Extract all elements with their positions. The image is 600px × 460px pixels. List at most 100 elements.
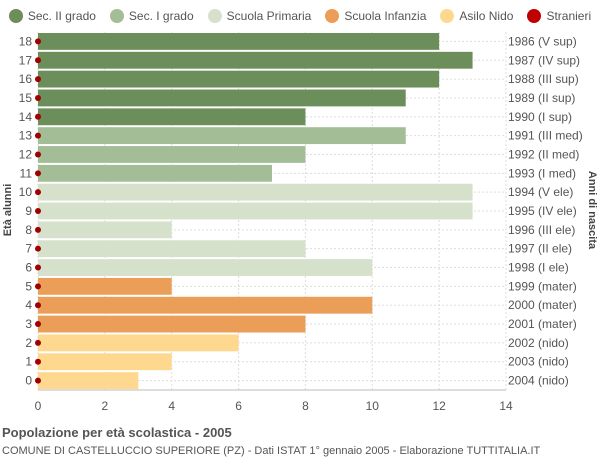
age-tick-label: 7 — [25, 242, 32, 256]
age-tick-label: 6 — [25, 261, 32, 275]
bar — [38, 296, 373, 314]
legend: Sec. II grado Sec. I grado Scuola Primaria… — [0, 6, 600, 26]
legend-label: Stranieri — [546, 9, 592, 23]
legend-swatch — [207, 9, 222, 23]
bar — [38, 315, 306, 333]
bar — [38, 164, 272, 182]
stranieri-marker — [35, 226, 41, 233]
year-tick-label: 1996 (III ele) — [508, 223, 575, 237]
legend-label: Scuola Primaria — [226, 9, 312, 23]
stranieri-marker — [35, 38, 41, 45]
year-tick-label: 2003 (nido) — [508, 355, 569, 369]
bar — [38, 334, 239, 352]
x-tick-label: 0 — [35, 399, 42, 413]
year-tick-label: 2002 (nido) — [508, 336, 569, 350]
year-tick-label: 2004 (nido) — [508, 374, 569, 388]
legend-swatch — [109, 9, 124, 23]
x-tick-label: 10 — [366, 399, 380, 413]
age-tick-label: 5 — [25, 279, 32, 293]
bar — [38, 127, 406, 145]
legend-item: Sec. II grado — [8, 6, 96, 26]
year-tick-label: 1995 (IV ele) — [508, 204, 577, 218]
age-tick-label: 14 — [19, 110, 33, 124]
year-tick-label: 1987 (IV sup) — [508, 53, 580, 67]
stranieri-marker — [35, 377, 41, 384]
bar-chart: 18 1986 (V sup)17 1987 (IV sup)16 1988 (III… — [19, 32, 583, 413]
legend-item: Sec. I grado — [109, 6, 194, 26]
age-tick-label: 10 — [19, 185, 33, 199]
bar — [38, 277, 172, 295]
bar — [38, 33, 440, 50]
bar — [38, 70, 440, 88]
year-tick-label: 1999 (mater) — [508, 279, 577, 293]
age-tick-label: 18 — [19, 34, 33, 48]
legend-item: Asilo Nido — [440, 6, 513, 26]
x-tick-label: 6 — [235, 399, 242, 413]
legend-swatch — [8, 9, 23, 23]
y-axis-label-right: Anni di nascita — [586, 170, 598, 250]
stranieri-marker — [35, 113, 41, 120]
legend-label: Sec. II grado — [27, 9, 96, 23]
stranieri-marker — [35, 264, 41, 271]
year-tick-label: 1986 (V sup) — [508, 34, 577, 48]
legend-swatch — [527, 9, 542, 23]
legend-label: Asilo Nido — [459, 9, 514, 23]
stranieri-marker — [35, 132, 41, 139]
age-tick-label: 9 — [25, 204, 32, 218]
year-tick-label: 2000 (mater) — [508, 298, 577, 312]
stranieri-marker — [35, 208, 41, 214]
bar — [38, 146, 306, 163]
age-tick-label: 3 — [25, 317, 32, 331]
legend-label: Sec. I grado — [128, 9, 194, 23]
age-tick-label: 8 — [25, 223, 32, 237]
age-tick-label: 16 — [19, 72, 33, 86]
year-tick-label: 1998 (I ele) — [508, 261, 569, 275]
stranieri-marker — [35, 151, 41, 158]
year-tick-label: 1990 (I sup) — [508, 110, 572, 124]
age-tick-label: 4 — [25, 298, 32, 312]
age-tick-label: 17 — [19, 53, 33, 67]
year-tick-label: 1997 (II ele) — [508, 242, 572, 256]
bar — [38, 51, 473, 69]
bar — [38, 221, 172, 239]
legend-swatch — [440, 9, 455, 23]
bar — [38, 372, 139, 389]
legend-label: Scuola Infanzia — [344, 9, 427, 23]
stranieri-marker — [35, 189, 41, 196]
chart-title: Popolazione per età scolastica - 2005 — [2, 425, 232, 440]
y-axis-label-left: Età alunni — [2, 183, 14, 237]
x-tick-label: 4 — [168, 399, 175, 413]
x-tick-label: 8 — [302, 399, 309, 413]
age-tick-label: 11 — [20, 166, 33, 180]
bar — [38, 202, 473, 220]
year-tick-label: 1994 (V ele) — [508, 185, 573, 199]
age-tick-label: 12 — [19, 147, 33, 161]
stranieri-marker — [35, 302, 41, 309]
bar — [38, 240, 306, 258]
year-tick-label: 1989 (II sup) — [508, 91, 575, 105]
stranieri-marker — [35, 94, 41, 101]
year-tick-label: 1991 (III med) — [508, 129, 583, 143]
age-tick-label: 2 — [25, 336, 32, 350]
legend-item: Scuola Infanzia — [325, 6, 426, 26]
legend-swatch — [325, 9, 340, 23]
x-tick-label: 12 — [432, 399, 446, 413]
bar — [38, 259, 373, 276]
legend-item: Scuola Primaria — [207, 6, 312, 26]
x-tick-label: 14 — [499, 399, 513, 413]
year-tick-label: 1992 (II med) — [508, 147, 579, 161]
year-tick-label: 1993 (I med) — [508, 166, 576, 180]
age-tick-label: 1 — [25, 355, 32, 369]
age-tick-label: 13 — [19, 129, 33, 143]
stranieri-marker — [35, 339, 41, 346]
stranieri-marker — [35, 358, 41, 365]
chart-subtitle: COMUNE DI CASTELLUCCIO SUPERIORE (PZ) - … — [2, 445, 541, 457]
stranieri-marker — [35, 245, 41, 252]
stranieri-marker — [35, 283, 41, 290]
year-tick-label: 2001 (mater) — [508, 317, 577, 331]
x-tick-label: 2 — [102, 399, 109, 413]
bar — [38, 108, 306, 126]
stranieri-marker — [35, 57, 41, 64]
year-tick-label: 1988 (III sup) — [508, 72, 579, 86]
bar — [38, 183, 473, 201]
